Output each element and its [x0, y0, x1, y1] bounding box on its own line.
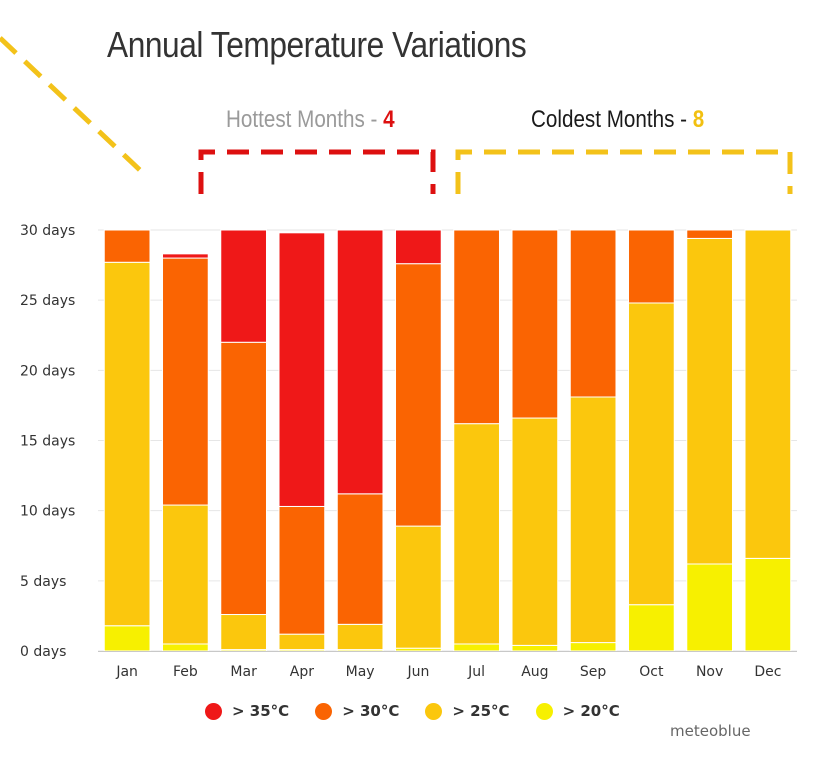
coldest-label-text: Coldest Months [531, 106, 675, 133]
bar-nov-series-1 [686, 237, 733, 565]
bar-sep-series-0 [569, 642, 617, 652]
x-tick-label-may: May [346, 664, 375, 680]
x-tick-label-jul: Jul [467, 664, 485, 680]
hottest-months-label: Hottest Months - 4 [226, 106, 395, 134]
hottest-months-bracket [198, 149, 436, 194]
chart-title: Annual Temperature Variations [107, 24, 527, 65]
bar-oct-series-0 [628, 604, 675, 652]
y-tick-label-5: 5 days [20, 574, 66, 590]
bar-jul-series-2 [453, 229, 500, 425]
y-tick-label-0: 0 days [20, 644, 66, 660]
bar-nov-series-2 [686, 229, 733, 239]
bar-aug-series-0 [511, 644, 559, 652]
legend-label-35: > 35°C [232, 702, 290, 720]
bar-jun-series-2 [395, 263, 442, 527]
bar-aug-series-1 [511, 417, 559, 646]
bar-apr-series-3 [278, 232, 326, 507]
legend-dot-20 [535, 702, 553, 720]
y-tick-label-15: 15 days [20, 434, 75, 450]
bar-nov-series-0 [686, 563, 733, 652]
bar-mar-series-2 [220, 341, 267, 616]
y-tick-label-30: 30 days [20, 223, 75, 239]
legend-item-25[interactable]: > 25°C [425, 702, 510, 720]
x-tick-label-dec: Dec [754, 664, 781, 680]
bar-feb-series-3 [162, 253, 209, 259]
bar-oct-series-1 [628, 302, 675, 606]
bar-jun-series-3 [395, 229, 442, 265]
bar-jul-series-1 [453, 423, 500, 645]
bar-sep-series-2 [569, 229, 617, 398]
x-tick-label-sep: Sep [580, 664, 607, 680]
x-tick-label-apr: Apr [290, 664, 314, 680]
bar-mar-series-1 [220, 614, 267, 651]
coldest-count: 8 [692, 106, 705, 133]
decorative-dashed-line [0, 36, 144, 174]
bar-may-series-3 [336, 229, 384, 495]
bar-apr-series-2 [278, 505, 326, 635]
bar-feb-series-1 [162, 504, 209, 645]
legend-item-20[interactable]: > 20°C [535, 702, 620, 720]
legend-label-30: > 30°C [342, 702, 400, 720]
x-tick-label-jun: Jun [406, 664, 429, 680]
bar-sep-series-1 [569, 396, 617, 644]
bar-jan-series-2 [103, 229, 151, 263]
y-tick-label-20: 20 days [20, 363, 75, 379]
bar-mar-series-3 [220, 229, 267, 343]
legend-item-30[interactable]: > 30°C [315, 702, 399, 720]
bar-jan-series-0 [103, 625, 151, 652]
x-tick-label-oct: Oct [639, 664, 664, 680]
legend-dot-35 [205, 702, 222, 720]
coldest-months-label: Coldest Months - 8 [531, 106, 704, 134]
bar-feb-series-2 [162, 257, 209, 506]
bar-jul-series-0 [453, 643, 500, 652]
bar-oct-series-2 [628, 229, 675, 304]
x-tick-label-nov: Nov [696, 664, 723, 680]
credit-label[interactable]: meteoblue [670, 722, 751, 740]
legend-label-25: > 25°C [452, 702, 510, 720]
bar-apr-series-1 [278, 633, 326, 651]
coldest-separator: - [674, 106, 693, 133]
hottest-label-text: Hottest Months [226, 106, 365, 133]
bar-jan-series-1 [103, 261, 151, 627]
hottest-separator: - [364, 106, 384, 133]
legend-dot-25 [425, 702, 443, 720]
x-tick-label-mar: Mar [230, 664, 257, 680]
x-tick-label-feb: Feb [173, 664, 198, 680]
bar-dec-series-1 [744, 229, 792, 559]
bar-may-series-1 [336, 623, 384, 651]
hottest-count: 4 [383, 106, 395, 133]
x-tick-label-jan: Jan [115, 664, 138, 680]
legend-label-20: > 20°C [562, 702, 620, 720]
chart-legend: > 35°C > 30°C > 25°C > 20°C [205, 702, 646, 720]
coldest-months-bracket [455, 149, 793, 194]
legend-item-35[interactable]: > 35°C [205, 702, 289, 720]
bar-aug-series-2 [511, 229, 559, 419]
x-tick-label-aug: Aug [521, 664, 548, 680]
bar-feb-series-0 [162, 643, 209, 652]
bar-jun-series-1 [395, 525, 442, 649]
bar-dec-series-0 [744, 557, 792, 652]
y-tick-label-25: 25 days [20, 293, 75, 309]
legend-dot-30 [315, 702, 333, 720]
bar-may-series-2 [336, 493, 384, 625]
y-tick-label-10: 10 days [20, 504, 75, 520]
